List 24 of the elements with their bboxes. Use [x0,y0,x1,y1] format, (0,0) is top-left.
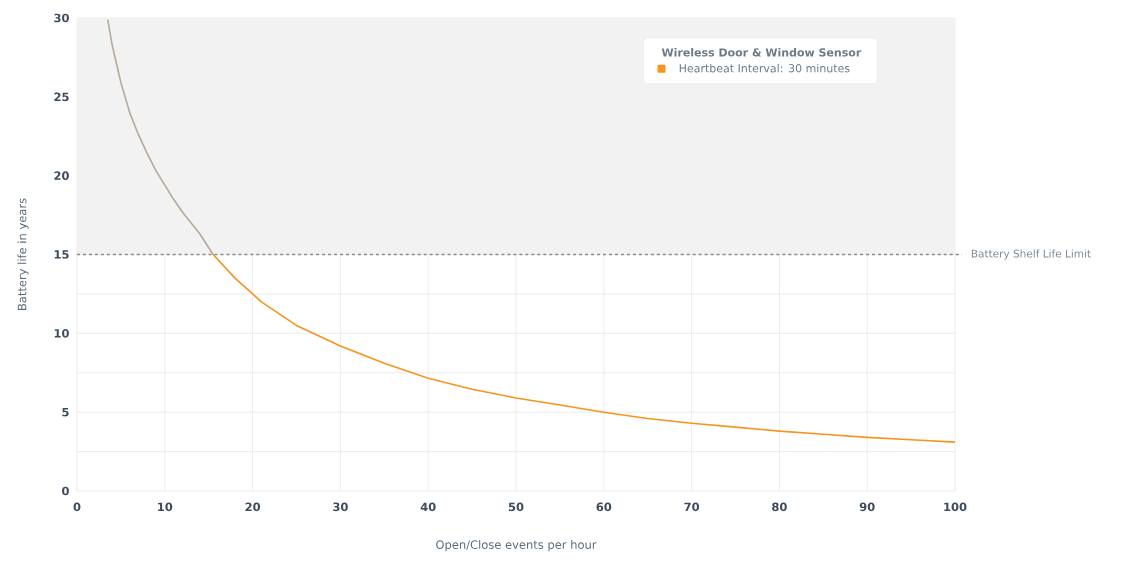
x-tick-label: 80 [772,502,787,512]
x-tick-label: 0 [73,502,81,512]
x-tick-label: 70 [684,502,700,512]
x-tick-label: 50 [508,502,524,512]
y-tick-label: 0 [62,486,69,496]
line-series [212,253,956,443]
x-tick-label: 20 [245,502,261,512]
x-axis-title: Open/Close events per hour [436,540,597,552]
x-tick-label: 100 [944,502,967,512]
x-tick-label: 40 [420,502,436,512]
ref-line-label: Battery Shelf Life Limit [971,249,1091,260]
y-tick-label: 5 [62,407,69,417]
y-tick-label: 30 [54,13,69,23]
y-axis-title: Battery life in years [17,198,29,310]
x-tick-label: 10 [158,502,173,512]
y-tick-label: 20 [54,171,69,181]
y-tick-label: 10 [54,328,69,338]
x-tick-label: 90 [859,502,875,512]
y-tick-label: 15 [54,250,69,259]
x-tick-label: 60 [596,502,612,512]
x-tick-label: 30 [333,502,348,512]
y-tick-label: 25 [54,92,69,102]
legend-title: Wireless Door & Window Sensor [661,48,862,57]
legend-label: Heartbeat Interval: 30 minutes [679,63,850,73]
